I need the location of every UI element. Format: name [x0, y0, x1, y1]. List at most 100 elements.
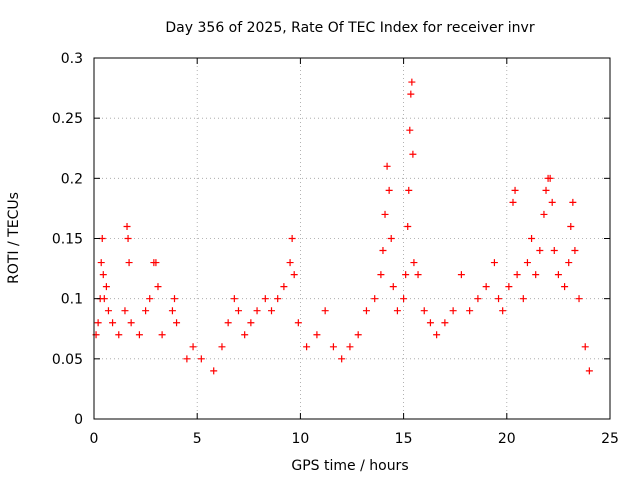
- data-point: [268, 307, 276, 315]
- chart-title: Day 356 of 2025, Rate Of TEC Index for r…: [165, 20, 534, 36]
- data-point: [124, 235, 132, 242]
- y-tick-label: 0.15: [52, 232, 83, 248]
- data-point: [247, 319, 255, 327]
- data-point: [379, 247, 387, 255]
- grid: [94, 58, 610, 419]
- data-point: [569, 198, 577, 206]
- y-tick-label: 0.1: [61, 292, 83, 308]
- data-point: [158, 331, 166, 339]
- data-point: [121, 307, 129, 315]
- data-point: [542, 186, 550, 194]
- data-point: [253, 307, 261, 315]
- data-point: [509, 198, 517, 206]
- data-point: [402, 271, 410, 279]
- data-point: [210, 367, 218, 375]
- data-point: [426, 319, 434, 327]
- data-point: [197, 355, 205, 363]
- data-point: [561, 283, 569, 291]
- data-point: [230, 295, 238, 303]
- data-point: [383, 162, 391, 170]
- data-point: [168, 307, 176, 315]
- x-tick-label: 20: [498, 431, 516, 447]
- data-point: [408, 78, 416, 86]
- data-point: [170, 295, 178, 303]
- data-point: [280, 283, 288, 291]
- y-tick-label: 0.05: [52, 352, 83, 368]
- data-point: [152, 259, 160, 267]
- data-point: [548, 198, 556, 206]
- data-point: [550, 247, 558, 255]
- y-tick-label: 0.3: [61, 51, 83, 67]
- data-point: [321, 307, 329, 315]
- data-point: [400, 295, 408, 303]
- data-point: [389, 283, 397, 291]
- data-point: [109, 319, 117, 327]
- data-point: [94, 319, 102, 327]
- data-point: [381, 210, 389, 218]
- x-tick-label: 0: [90, 431, 99, 447]
- data-point: [100, 295, 108, 303]
- data-point: [104, 307, 112, 315]
- data-point: [115, 331, 123, 339]
- data-point: [532, 271, 540, 279]
- data-point: [585, 367, 593, 375]
- data-point: [393, 307, 401, 315]
- data-point: [581, 343, 589, 351]
- data-point: [189, 343, 197, 351]
- y-axis-label: ROTI / TECUs: [6, 192, 22, 284]
- data-point: [183, 355, 191, 363]
- data-point: [173, 319, 181, 327]
- data-point: [362, 307, 370, 315]
- data-point: [536, 247, 544, 255]
- data-point: [146, 295, 154, 303]
- data-point: [241, 331, 249, 339]
- y-tick-label: 0.2: [61, 171, 83, 187]
- data-point: [505, 283, 513, 291]
- data-points: [92, 78, 593, 375]
- data-point: [377, 271, 385, 279]
- data-point: [490, 259, 498, 267]
- x-tick-label: 10: [291, 431, 309, 447]
- axis-ticks: 0 5 10 15 20 25 0 0.05 0.1 0.15 0.2 0.25 0.3: [52, 51, 619, 447]
- data-point: [338, 355, 346, 363]
- data-point: [218, 343, 226, 351]
- data-point: [261, 295, 269, 303]
- x-tick-label: 25: [601, 431, 619, 447]
- data-point: [523, 259, 531, 267]
- data-point: [286, 259, 294, 267]
- data-point: [457, 271, 465, 279]
- data-point: [405, 186, 413, 194]
- data-point: [387, 235, 395, 242]
- data-point: [409, 150, 417, 158]
- data-point: [290, 271, 298, 279]
- data-point: [404, 222, 412, 230]
- data-point: [97, 259, 105, 267]
- data-point: [433, 331, 441, 339]
- y-tick-label: 0.25: [52, 111, 83, 127]
- data-point: [414, 271, 422, 279]
- data-point: [420, 307, 428, 315]
- data-point: [513, 271, 521, 279]
- y-tick-label: 0: [74, 412, 83, 428]
- data-point: [571, 247, 579, 255]
- data-point: [354, 331, 362, 339]
- data-point: [511, 186, 519, 194]
- data-point: [274, 295, 282, 303]
- data-point: [303, 343, 311, 351]
- x-tick-label: 5: [193, 431, 202, 447]
- data-point: [410, 259, 418, 267]
- data-point: [123, 222, 131, 230]
- data-point: [474, 295, 482, 303]
- data-point: [441, 319, 449, 327]
- data-point: [546, 174, 554, 182]
- data-point: [449, 307, 457, 315]
- data-point: [288, 235, 296, 242]
- data-point: [154, 283, 162, 291]
- data-point: [407, 90, 415, 98]
- data-point: [567, 222, 575, 230]
- data-point: [313, 331, 321, 339]
- data-point: [127, 319, 135, 327]
- x-tick-label: 15: [395, 431, 413, 447]
- data-point: [294, 319, 302, 327]
